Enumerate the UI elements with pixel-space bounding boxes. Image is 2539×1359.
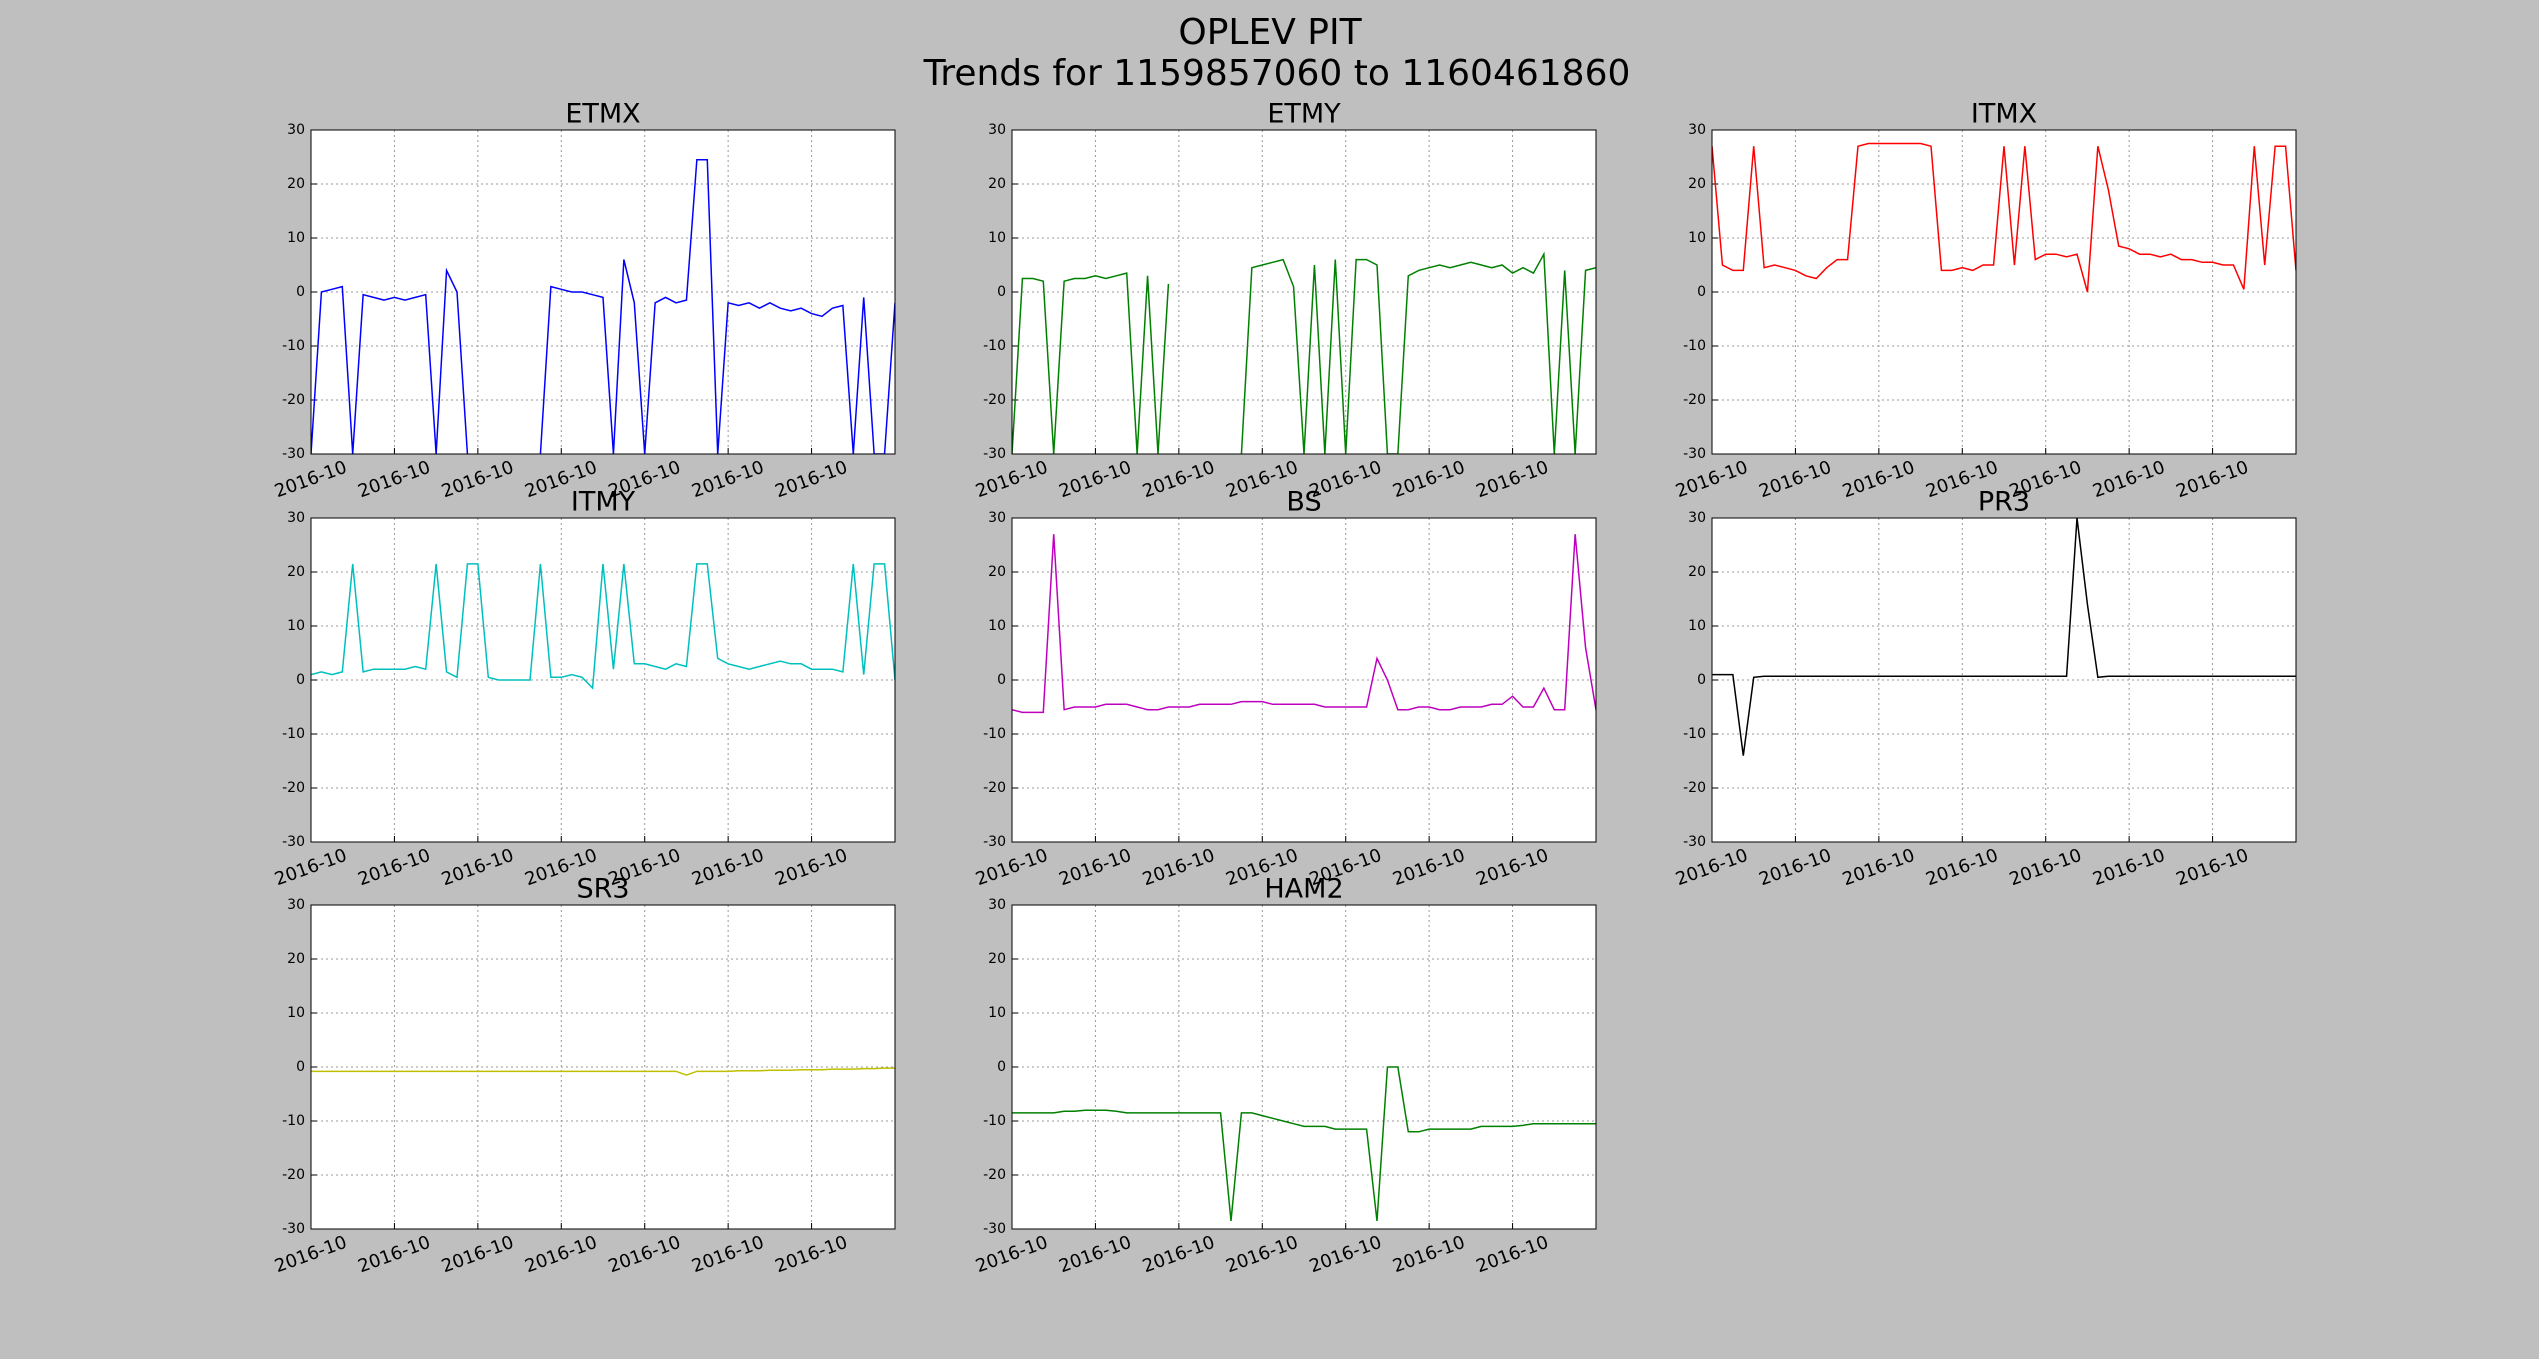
- axes-frame: [1711, 129, 2297, 455]
- axes-frame: [1711, 517, 2297, 843]
- axes-frame: [1011, 904, 1597, 1230]
- series-line: [1012, 1066, 1596, 1221]
- axes-title: SR3: [576, 874, 629, 905]
- series-line: [1012, 534, 1596, 714]
- y-tick-label: 30: [988, 122, 1006, 138]
- y-tick-label: -30: [1683, 834, 1706, 850]
- y-tick-label: 30: [1688, 122, 1706, 138]
- y-tick-label: -20: [983, 780, 1006, 796]
- y-tick-label: 20: [988, 176, 1006, 192]
- y-tick-label: 20: [1688, 564, 1706, 580]
- y-tick-label: -10: [282, 1113, 305, 1129]
- y-tick-label: 10: [287, 1005, 305, 1021]
- series-line: [311, 563, 895, 690]
- y-tick-label: -30: [983, 446, 1006, 462]
- axes-frame: [1011, 517, 1597, 843]
- y-tick-label: 30: [988, 897, 1006, 913]
- y-tick-label: -30: [983, 1221, 1006, 1237]
- figure-subtitle: Trends for 1159857060 to 1160461860: [923, 53, 1631, 94]
- y-tick-label: -20: [983, 1167, 1006, 1183]
- series-line: [1712, 142, 2296, 293]
- series-line: [1012, 251, 1596, 454]
- axes-frame: [310, 129, 896, 455]
- axes-title: ITMX: [1971, 99, 2037, 130]
- y-tick-label: 10: [988, 1005, 1006, 1021]
- y-tick-label: -10: [983, 1113, 1006, 1129]
- y-tick-label: 30: [287, 510, 305, 526]
- y-tick-label: 20: [287, 951, 305, 967]
- axes-title: HAM2: [1264, 874, 1343, 905]
- y-tick-label: 10: [1688, 230, 1706, 246]
- y-tick-label: -20: [1683, 392, 1706, 408]
- y-tick-label: 10: [988, 230, 1006, 246]
- y-tick-label: 0: [997, 284, 1006, 300]
- axes-title: ETMX: [565, 99, 640, 130]
- y-tick-label: -30: [1683, 446, 1706, 462]
- series-line: [311, 1067, 895, 1076]
- axes-frame: [310, 904, 896, 1230]
- y-tick-label: -10: [282, 338, 305, 354]
- y-tick-label: -30: [282, 1221, 305, 1237]
- y-tick-label: 0: [296, 284, 305, 300]
- axes-frame: [310, 517, 896, 843]
- y-tick-label: 20: [988, 564, 1006, 580]
- y-tick-label: 10: [287, 618, 305, 634]
- y-tick-label: -10: [983, 338, 1006, 354]
- y-tick-label: -20: [983, 392, 1006, 408]
- y-tick-label: 20: [287, 564, 305, 580]
- y-tick-label: 0: [296, 672, 305, 688]
- y-tick-label: -10: [1683, 726, 1706, 742]
- y-tick-label: 30: [1688, 510, 1706, 526]
- y-tick-label: 30: [287, 122, 305, 138]
- y-tick-label: -10: [983, 726, 1006, 742]
- y-tick-label: 20: [988, 951, 1006, 967]
- y-tick-label: -30: [282, 446, 305, 462]
- y-tick-label: -10: [282, 726, 305, 742]
- y-tick-label: 30: [287, 897, 305, 913]
- y-tick-label: -10: [1683, 338, 1706, 354]
- axes-title: ETMY: [1267, 99, 1341, 130]
- y-tick-label: -30: [282, 834, 305, 850]
- y-tick-label: 0: [997, 1059, 1006, 1075]
- axes-title: ITMY: [571, 487, 636, 518]
- y-tick-label: 10: [988, 618, 1006, 634]
- series-line: [1712, 518, 2296, 756]
- figure-title: OPLEV PIT: [1178, 12, 1362, 53]
- y-tick-label: -20: [1683, 780, 1706, 796]
- y-tick-label: 30: [988, 510, 1006, 526]
- y-tick-label: -20: [282, 392, 305, 408]
- y-tick-label: 0: [1697, 284, 1706, 300]
- y-tick-label: 0: [1697, 672, 1706, 688]
- series-line: [311, 158, 895, 454]
- y-tick-label: 0: [997, 672, 1006, 688]
- y-tick-label: 20: [287, 176, 305, 192]
- y-tick-label: 10: [1688, 618, 1706, 634]
- y-tick-label: 10: [287, 230, 305, 246]
- y-tick-label: -30: [983, 834, 1006, 850]
- axes-title: PR3: [1978, 487, 2030, 518]
- y-tick-label: -20: [282, 1167, 305, 1183]
- y-tick-label: 20: [1688, 176, 1706, 192]
- axes-frame: [1011, 129, 1597, 455]
- y-tick-label: 0: [296, 1059, 305, 1075]
- y-tick-label: -20: [282, 780, 305, 796]
- axes-title: BS: [1286, 487, 1321, 518]
